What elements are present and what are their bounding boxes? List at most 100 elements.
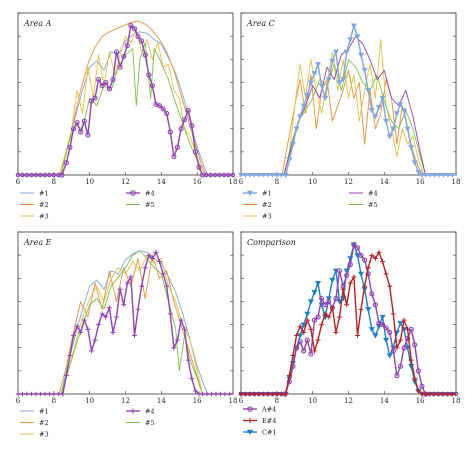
marker-circle (286, 379, 292, 385)
marker-plus (164, 283, 170, 289)
marker-plus (329, 305, 335, 311)
marker-triangle (393, 111, 400, 117)
marker-circle (92, 95, 98, 101)
marker-plus (160, 271, 166, 277)
marker-circle (174, 144, 181, 150)
marker-triangle (340, 77, 347, 83)
marker-triangle (283, 173, 289, 178)
marker-plus (157, 259, 163, 265)
marker-plus (274, 391, 280, 397)
marker-plus (243, 391, 248, 397)
marker-circle (415, 368, 421, 374)
marker-triangle (386, 353, 393, 359)
marker-plus (218, 391, 223, 397)
marker-circle (128, 23, 134, 29)
marker-triangle (325, 77, 332, 83)
marker-plus (423, 391, 428, 397)
marker-circle (130, 190, 136, 196)
marker-circle (297, 339, 303, 345)
marker-circle (365, 271, 371, 277)
marker-plus (311, 348, 317, 354)
series-line-4 (241, 35, 456, 176)
marker-plus (347, 280, 353, 286)
marker-triangle (278, 173, 285, 178)
marker-plus (74, 323, 80, 329)
marker-circle (85, 132, 91, 138)
marker-triangle (372, 114, 379, 120)
marker-circle (304, 337, 310, 343)
legend-label: E#4 (262, 417, 276, 425)
marker-plus (445, 391, 451, 397)
marker-circle (124, 43, 130, 49)
marker-circle (394, 372, 400, 379)
marker-triangle (297, 114, 304, 120)
series-line-3 (241, 39, 456, 176)
marker-plus (432, 391, 437, 397)
marker-plus (96, 322, 102, 328)
x-tick-label: 12 (121, 178, 130, 186)
marker-triangle (415, 169, 422, 175)
marker-circle (15, 172, 21, 178)
marker-triangle (368, 108, 375, 114)
marker-circle (42, 172, 48, 178)
marker-plus (117, 286, 123, 292)
x-tick-label: 10 (85, 397, 94, 405)
marker-plus (252, 391, 257, 397)
x-tick-label: 10 (85, 178, 94, 186)
marker-triangle (318, 83, 325, 89)
marker-circle (81, 118, 87, 124)
marker-circle (78, 129, 84, 135)
x-tick-label: 12 (344, 178, 353, 186)
marker-triangle (311, 290, 318, 296)
marker-plus (397, 337, 403, 343)
marker-circle (51, 172, 57, 178)
marker-circle (362, 257, 368, 263)
marker-triangle (365, 307, 372, 313)
legend-2: #1 #4 #2 #5 #3 (243, 189, 378, 220)
marker-plus (78, 329, 84, 335)
marker-plus (20, 391, 25, 397)
marker-circle (67, 144, 73, 150)
marker-plus (88, 348, 94, 354)
marker-circle (182, 116, 188, 123)
marker-circle (131, 26, 138, 32)
marker-triangle (383, 337, 390, 344)
marker-triangle (418, 172, 425, 178)
x-tick-label: 10 (308, 178, 317, 186)
marker-plus (412, 376, 418, 382)
marker-triangle (422, 173, 429, 178)
marker-plus (139, 283, 145, 289)
legend-label: #4 (368, 189, 378, 197)
marker-circle (88, 98, 95, 104)
marker-plus (227, 391, 232, 397)
marker-plus (358, 306, 364, 312)
marker-triangle (375, 105, 382, 111)
marker-circle (121, 53, 127, 60)
marker-triangle (408, 145, 415, 151)
marker-circle (372, 302, 378, 308)
marker-plus (304, 317, 310, 323)
legend-label: #4 (145, 189, 155, 197)
marker-plus (265, 391, 271, 397)
marker-circle (319, 295, 325, 302)
legend-label: A#4 (261, 405, 276, 413)
legend-label: C#1 (262, 428, 277, 436)
marker-plus (114, 314, 120, 320)
x-tick-label: 12 (121, 397, 130, 405)
marker-plus (247, 391, 253, 397)
marker-plus (283, 391, 288, 397)
series-line-a4 (241, 243, 456, 395)
marker-circle (149, 83, 155, 89)
chart-panel-4: 6 8 10 12 14 16 18 Comparison (238, 231, 460, 405)
marker-plus (427, 391, 433, 397)
marker-circle (24, 172, 30, 178)
marker-plus (67, 353, 73, 358)
x-tick-label: 18 (452, 178, 461, 186)
marker-plus (63, 373, 69, 379)
marker-triangle (311, 71, 318, 77)
marker-triangle (307, 299, 314, 305)
marker-triangle (343, 49, 350, 55)
marker-plus (340, 286, 346, 292)
legend-label: #3 (39, 212, 49, 220)
